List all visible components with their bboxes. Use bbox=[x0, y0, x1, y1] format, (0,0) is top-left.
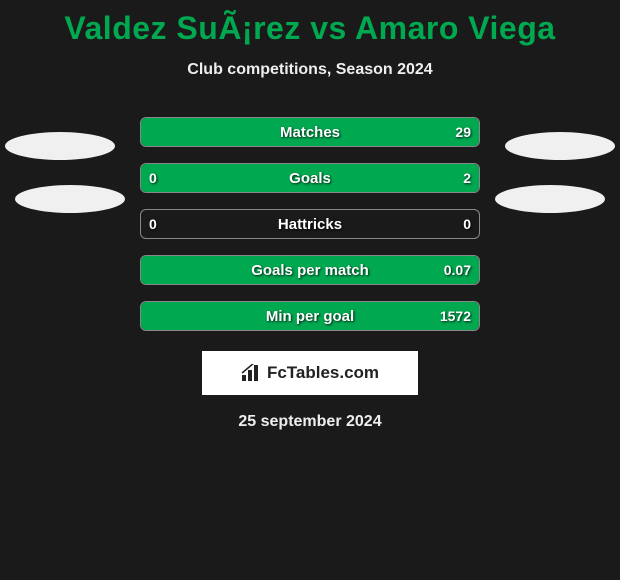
stat-row: 1572Min per goal bbox=[0, 301, 620, 331]
date-text: 25 september 2024 bbox=[0, 413, 620, 431]
stat-label: Hattricks bbox=[141, 210, 479, 238]
stat-bar: 1572Min per goal bbox=[140, 301, 480, 331]
comparison-infographic: Valdez SuÃ¡rez vs Amaro Viega Club compe… bbox=[0, 10, 620, 580]
stat-bar: 0.07Goals per match bbox=[140, 255, 480, 285]
brand-box[interactable]: FcTables.com bbox=[202, 351, 418, 395]
stat-bar: 29Matches bbox=[140, 117, 480, 147]
page-title: Valdez SuÃ¡rez vs Amaro Viega bbox=[0, 10, 620, 47]
stat-row: 29Matches bbox=[0, 117, 620, 147]
brand-label: FcTables.com bbox=[267, 363, 379, 383]
stat-value-right: 0 bbox=[463, 210, 471, 238]
stat-bar: 0 0Hattricks bbox=[140, 209, 480, 239]
stat-value-left: 0 bbox=[149, 210, 157, 238]
bar-right-fill bbox=[141, 302, 479, 330]
bar-right-fill bbox=[141, 118, 479, 146]
stat-row: 0.07Goals per match bbox=[0, 255, 620, 285]
bar-right-fill bbox=[202, 164, 479, 192]
stat-row: 02Goals bbox=[0, 163, 620, 193]
stat-value-right: 2 bbox=[463, 164, 471, 192]
stat-value-right: 29 bbox=[455, 118, 471, 146]
bar-right-fill bbox=[141, 256, 479, 284]
chart-icon bbox=[241, 364, 261, 382]
stat-value-right: 0.07 bbox=[444, 256, 471, 284]
stat-value-right: 1572 bbox=[440, 302, 471, 330]
stat-value-left: 0 bbox=[149, 164, 157, 192]
page-subtitle: Club competitions, Season 2024 bbox=[0, 61, 620, 79]
stats-area: 29Matches02Goals00Hattricks0.07Goals per… bbox=[0, 117, 620, 331]
stat-row: 0 0Hattricks bbox=[0, 209, 620, 239]
brand-text: FcTables.com bbox=[241, 363, 379, 383]
stat-bar: 02Goals bbox=[140, 163, 480, 193]
